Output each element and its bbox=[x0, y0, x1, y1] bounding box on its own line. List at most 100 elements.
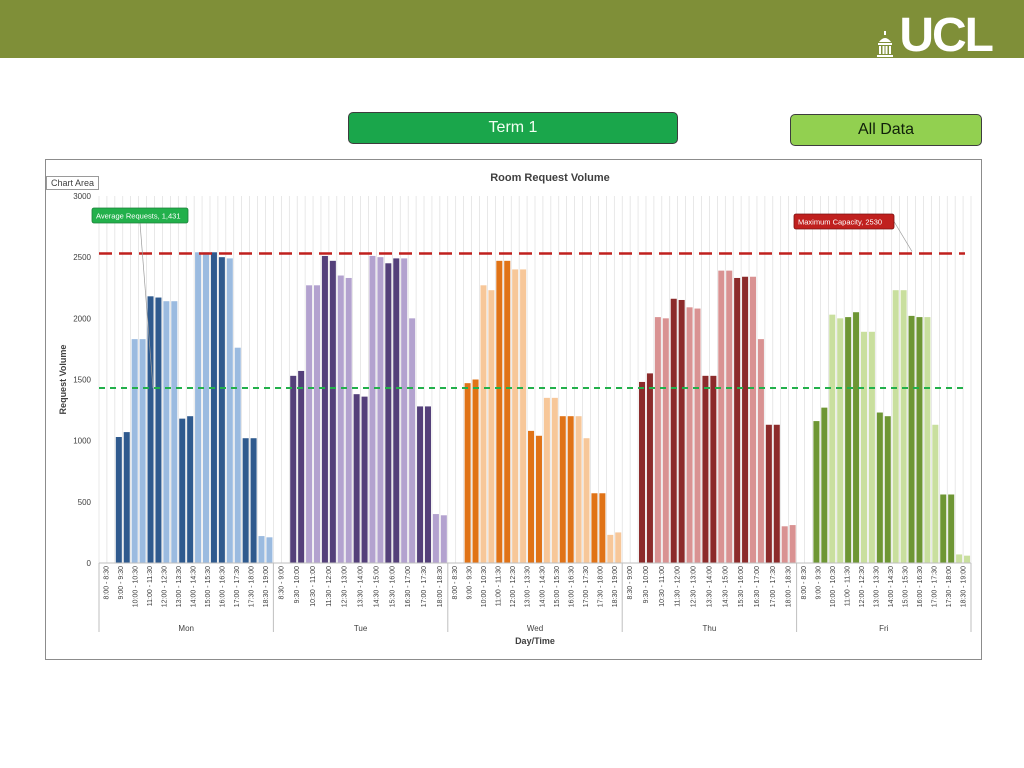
bar bbox=[187, 416, 194, 563]
x-tick-label: 10:30 - 11:00 bbox=[659, 566, 666, 607]
bar bbox=[353, 394, 360, 563]
x-tick-label: 18:00 - 18:30 bbox=[786, 566, 793, 607]
bar bbox=[868, 331, 875, 563]
bar bbox=[155, 297, 162, 563]
bar bbox=[179, 418, 186, 563]
x-tick-label: 13:00 - 13:30 bbox=[874, 566, 881, 607]
x-tick-label: 18:30 - 19:00 bbox=[961, 566, 968, 607]
x-tick-label: 17:00 - 17:30 bbox=[234, 566, 241, 607]
bar bbox=[734, 277, 741, 563]
bar bbox=[694, 308, 701, 563]
x-tick-label: 15:30 - 16:00 bbox=[389, 566, 396, 607]
x-tick-label: 16:30 - 17:00 bbox=[405, 566, 412, 607]
bar bbox=[250, 438, 257, 563]
bar bbox=[131, 339, 138, 563]
bar bbox=[337, 275, 344, 563]
bar bbox=[678, 299, 685, 563]
bar bbox=[956, 554, 963, 563]
portico-dome-icon bbox=[877, 31, 894, 57]
x-tick-label: 10:00 - 10:30 bbox=[481, 566, 488, 607]
bar bbox=[377, 257, 384, 563]
x-tick-label: 11:00 - 11:30 bbox=[147, 566, 154, 606]
x-tick-label: 15:00 - 15:30 bbox=[205, 566, 212, 607]
x-tick-label: 12:00 - 12:30 bbox=[859, 566, 866, 607]
bar bbox=[520, 269, 527, 563]
bar bbox=[916, 317, 923, 563]
bar bbox=[385, 263, 392, 563]
x-tick-label: 16:30 - 17:00 bbox=[754, 566, 761, 607]
header-band: UCL bbox=[0, 0, 1024, 62]
bar bbox=[845, 317, 852, 563]
bar bbox=[781, 526, 788, 563]
x-tick-label: 8:00 - 8:30 bbox=[103, 566, 110, 600]
bar bbox=[218, 257, 225, 563]
x-tick-label: 11:00 - 11:30 bbox=[844, 566, 851, 606]
bar bbox=[234, 347, 241, 563]
day-label: Wed bbox=[527, 624, 543, 633]
bar bbox=[686, 307, 693, 563]
bar bbox=[488, 290, 495, 563]
bar bbox=[321, 255, 328, 563]
x-tick-label: 13:30 - 14:00 bbox=[358, 566, 365, 607]
day-label: Fri bbox=[879, 624, 889, 633]
x-tick-label: 16:00 - 16:30 bbox=[917, 566, 924, 607]
bar bbox=[702, 375, 709, 563]
bar bbox=[115, 436, 122, 563]
x-tick-label: 16:00 - 16:30 bbox=[220, 566, 227, 607]
x-tick-label: 8:30 - 9:00 bbox=[278, 566, 285, 600]
bar bbox=[298, 370, 305, 563]
bar bbox=[567, 416, 574, 563]
x-tick-label: 17:00 - 17:30 bbox=[932, 566, 939, 607]
bar bbox=[932, 424, 939, 563]
bar bbox=[369, 255, 376, 563]
bar bbox=[710, 375, 717, 563]
bar bbox=[924, 317, 931, 563]
bar bbox=[242, 438, 249, 563]
bar bbox=[496, 260, 503, 563]
bar bbox=[345, 277, 352, 563]
tab-all-data[interactable]: All Data bbox=[790, 114, 982, 146]
bar bbox=[432, 514, 439, 563]
y-tick-label: 2500 bbox=[73, 253, 91, 262]
bar bbox=[757, 339, 764, 563]
y-axis-label: Request Volume bbox=[58, 345, 68, 415]
y-tick-label: 500 bbox=[78, 498, 92, 507]
x-tick-label: 18:00 - 18:30 bbox=[437, 566, 444, 607]
x-tick-label: 14:00 - 14:30 bbox=[539, 566, 546, 607]
tab-term-1[interactable]: Term 1 bbox=[348, 112, 678, 144]
bar bbox=[607, 534, 614, 563]
average-callout-leader bbox=[139, 222, 154, 388]
bar bbox=[773, 424, 780, 563]
x-tick-label: 10:00 - 10:30 bbox=[132, 566, 139, 607]
average-callout-box bbox=[91, 207, 189, 224]
chart-title: Room Request Volume bbox=[490, 172, 610, 184]
x-tick-label: 12:30 - 13:00 bbox=[342, 566, 349, 607]
bar bbox=[210, 252, 217, 564]
x-tick-label: 14:30 - 15:00 bbox=[373, 566, 380, 607]
bar bbox=[583, 438, 590, 563]
bar bbox=[543, 397, 550, 563]
bar bbox=[203, 252, 210, 564]
bar bbox=[147, 296, 154, 563]
bar bbox=[742, 276, 749, 563]
bar bbox=[464, 383, 471, 563]
bar bbox=[528, 430, 535, 563]
x-tick-label: 17:30 - 18:00 bbox=[946, 566, 953, 607]
x-tick-label: 8:00 - 8:30 bbox=[452, 566, 459, 600]
y-tick-label: 2000 bbox=[73, 314, 91, 323]
average-callout-label: Average Requests, 1,431 bbox=[96, 212, 181, 221]
logo-text: UCL bbox=[899, 9, 994, 62]
x-tick-label: 11:30 - 12:00 bbox=[326, 566, 333, 607]
x-tick-label: 8:30 - 9:00 bbox=[627, 566, 634, 600]
bar bbox=[195, 252, 202, 564]
bar bbox=[892, 290, 899, 563]
bar bbox=[535, 435, 542, 563]
x-tick-label: 9:30 - 10:00 bbox=[643, 566, 650, 603]
x-tick-label: 15:00 - 15:30 bbox=[903, 566, 910, 607]
bar bbox=[964, 555, 971, 563]
bar bbox=[163, 301, 170, 563]
bar bbox=[171, 301, 178, 563]
x-tick-label: 9:00 - 9:30 bbox=[815, 566, 822, 600]
ucl-logo: UCL bbox=[877, 9, 994, 62]
